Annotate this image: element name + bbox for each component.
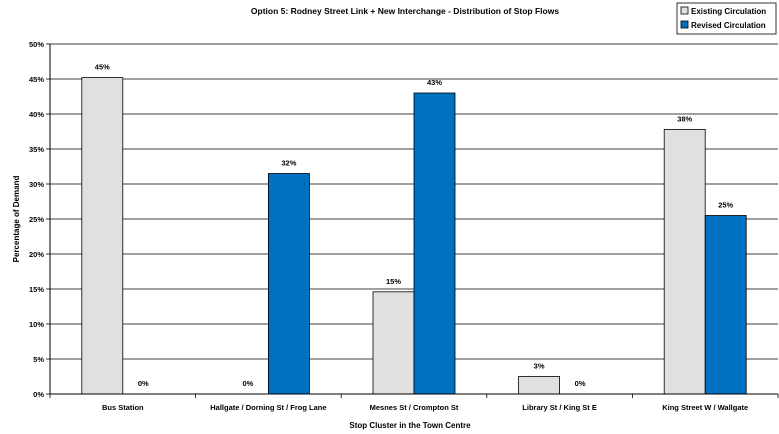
- legend-label: Revised Circulation: [691, 21, 766, 30]
- y-tick-label: 50%: [29, 40, 44, 49]
- y-tick-label: 15%: [29, 285, 44, 294]
- data-label: 0%: [138, 379, 149, 388]
- bar: [81, 77, 124, 395]
- legend: Existing Circulation Revised Circulation: [676, 2, 777, 35]
- legend-swatch: [680, 20, 689, 29]
- data-label: 45%: [95, 63, 110, 72]
- y-tick-label: 20%: [29, 250, 44, 259]
- data-label: 15%: [386, 277, 401, 286]
- x-axis-ticks: Bus Station Hallgate / Dorning St / Frog …: [49, 394, 779, 412]
- y-tick-label: 35%: [29, 145, 44, 154]
- legend-label: Existing Circulation: [691, 7, 766, 16]
- data-labels: 45% 0% 15% 3% 38% 0% 32% 43% 0% 25%: [95, 63, 734, 388]
- legend-swatch: [680, 6, 689, 15]
- bar: [267, 173, 310, 395]
- bar: [518, 376, 560, 395]
- x-tick-label: Hallgate / Dorning St / Frog Lane: [210, 403, 326, 412]
- x-axis-label: Stop Cluster in the Town Centre: [349, 421, 471, 430]
- y-tick-label: 0%: [33, 390, 44, 399]
- x-tick-label: Bus Station: [102, 403, 144, 412]
- y-tick-label: 45%: [29, 75, 44, 84]
- bars: [81, 77, 747, 395]
- x-tick-label: Mesnes St / Crompton St: [370, 403, 459, 412]
- y-tick-label: 10%: [29, 320, 44, 329]
- bar: [413, 92, 456, 395]
- data-label: 3%: [534, 362, 545, 371]
- legend-box: [676, 2, 777, 35]
- data-label: 32%: [281, 159, 296, 168]
- y-tick-label: 30%: [29, 180, 44, 189]
- data-label: 38%: [677, 114, 692, 123]
- data-label: 43%: [427, 78, 442, 87]
- y-tick-label: 40%: [29, 110, 44, 119]
- data-label: 25%: [718, 201, 733, 210]
- y-axis-label: Percentage of Demand: [12, 176, 21, 263]
- y-axis-ticks: 0% 5% 10% 15% 20% 25% 30% 35% 40% 45% 50%: [29, 40, 50, 399]
- y-tick-label: 25%: [29, 215, 44, 224]
- x-tick-label: King Street W / Wallgate: [662, 403, 748, 412]
- x-tick-label: Library St / King St E: [522, 403, 597, 412]
- chart-title: Option 5: Rodney Street Link + New Inter…: [251, 6, 559, 16]
- y-tick-label: 5%: [33, 355, 44, 364]
- data-label: 0%: [575, 379, 586, 388]
- bar: [704, 215, 747, 395]
- data-label: 0%: [242, 379, 253, 388]
- bar: [663, 128, 706, 395]
- bar: [372, 291, 415, 395]
